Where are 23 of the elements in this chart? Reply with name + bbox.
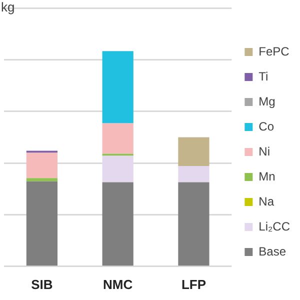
legend-label: Base	[258, 244, 286, 258]
x-tick-label: LFP	[181, 276, 206, 292]
bar	[26, 152, 58, 178]
bar	[102, 156, 134, 182]
bar	[178, 166, 210, 182]
legend-label: Mn	[258, 169, 276, 184]
legend-label: Mg	[258, 94, 276, 108]
legend-label: Co	[258, 119, 274, 134]
x-tick-label: SIB	[31, 276, 53, 292]
legend-label: Ni	[258, 144, 270, 158]
bar	[26, 181, 58, 266]
bar	[102, 123, 134, 154]
bar	[102, 182, 134, 266]
bar	[178, 137, 210, 166]
bar	[102, 51, 134, 124]
legend-label: Li₂CC	[258, 219, 290, 234]
bar	[26, 178, 58, 182]
y-axis-title: kg	[1, 0, 15, 15]
legend-label: Ti	[258, 69, 268, 84]
x-tick-label: NMC	[103, 276, 134, 292]
bar	[178, 182, 210, 266]
legend-label: FePC	[258, 44, 290, 58]
legend-label: Na	[258, 194, 274, 208]
